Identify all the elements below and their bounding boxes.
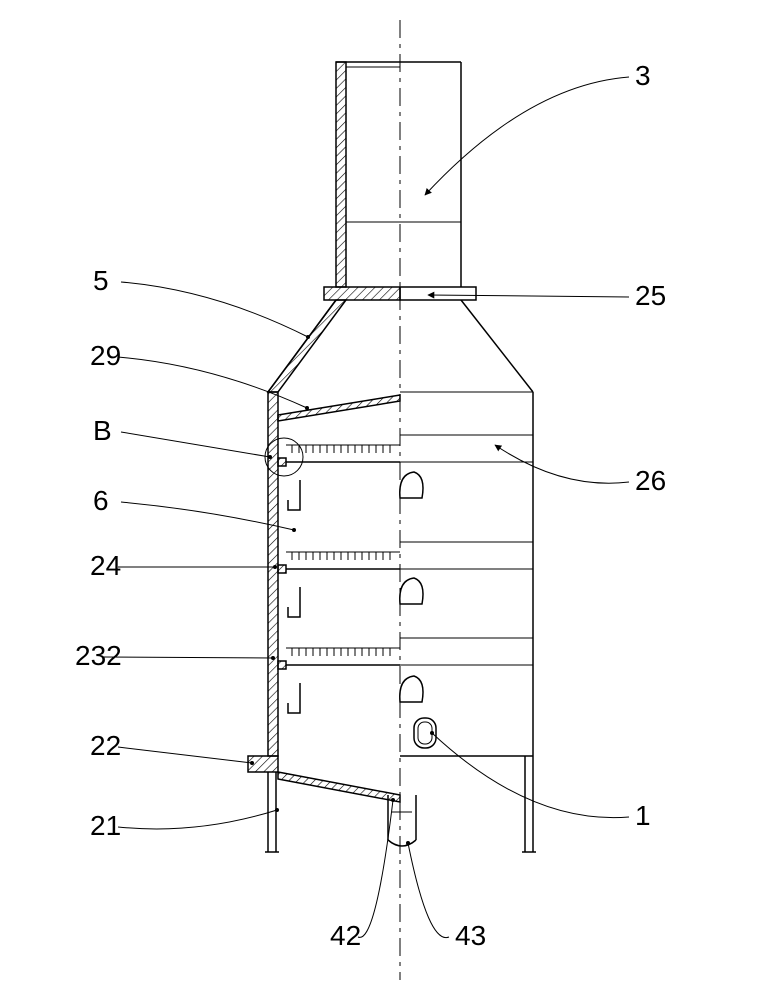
leader-dot-1 <box>430 731 434 735</box>
leader-1 <box>432 733 629 818</box>
leader-232 <box>103 657 273 658</box>
leader-dot-24 <box>273 565 277 569</box>
label-1: 1 <box>635 800 651 831</box>
leader-dot-42 <box>391 798 395 802</box>
device-outline <box>248 62 536 852</box>
label-26: 26 <box>635 465 666 496</box>
label-25: 25 <box>635 280 666 311</box>
label-B: B <box>93 415 112 446</box>
diagram-svg: 3 25 26 1 43 42 21 22 232 24 6 B 29 5 <box>0 0 783 1000</box>
leader-dot-29 <box>305 406 309 410</box>
leader-26 <box>495 445 629 483</box>
leader-B <box>121 432 270 457</box>
label-6: 6 <box>93 485 109 516</box>
leader-3 <box>425 77 629 195</box>
callout-layer: 3 25 26 1 43 42 21 22 232 24 6 B 29 5 <box>75 60 666 951</box>
leader-5 <box>121 282 308 337</box>
leader-dot-43 <box>406 841 410 845</box>
leader-dot-6 <box>292 528 296 532</box>
label-21: 21 <box>90 810 121 841</box>
leader-43 <box>408 843 449 938</box>
label-22: 22 <box>90 730 121 761</box>
leader-dot-B <box>268 455 272 459</box>
leader-25 <box>428 295 629 297</box>
label-232: 232 <box>75 640 122 671</box>
label-5: 5 <box>93 265 109 296</box>
label-3: 3 <box>635 60 651 91</box>
label-24: 24 <box>90 550 121 581</box>
leader-21 <box>118 810 277 829</box>
leader-dot-22 <box>250 761 254 765</box>
leader-dot-232 <box>271 656 275 660</box>
label-43: 43 <box>455 920 486 951</box>
leader-dot-21 <box>275 808 279 812</box>
label-29: 29 <box>90 340 121 371</box>
leader-22 <box>118 747 252 763</box>
label-42: 42 <box>330 920 361 951</box>
leader-dot-5 <box>306 335 310 339</box>
